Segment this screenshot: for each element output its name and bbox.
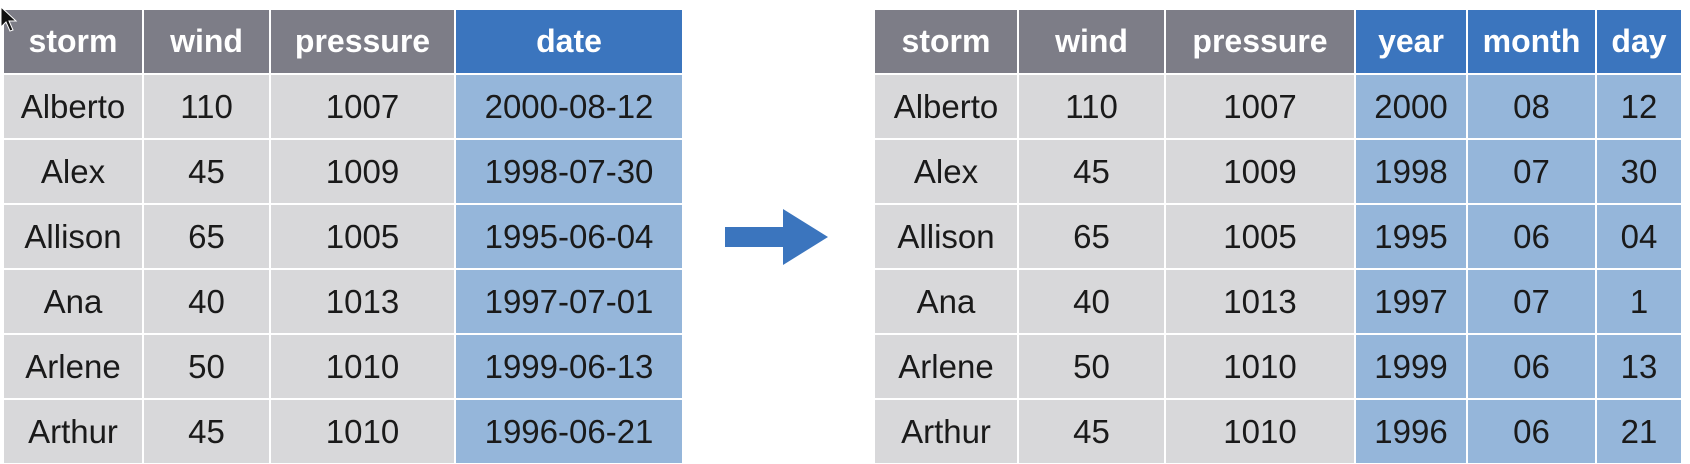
table-cell-day: 04 (1597, 205, 1681, 268)
table-cell-date: 1996-06-21 (456, 400, 682, 463)
table-cell-wind: 45 (144, 400, 269, 463)
table-cell-date: 1999-06-13 (456, 335, 682, 398)
table-cell-wind: 45 (1019, 400, 1164, 463)
table-cell-date: 1997-07-01 (456, 270, 682, 333)
table-cell-wind: 40 (144, 270, 269, 333)
table-cell-day: 21 (1597, 400, 1681, 463)
table-cell-storm: Alberto (875, 75, 1017, 138)
table-cell-day: 12 (1597, 75, 1681, 138)
table-cell-day: 30 (1597, 140, 1681, 203)
table-cell-wind: 110 (1019, 75, 1164, 138)
table-cell-pressure: 1013 (271, 270, 454, 333)
table-cell-year: 1999 (1356, 335, 1466, 398)
table-cell-month: 07 (1468, 270, 1595, 333)
right-arrow-icon (725, 209, 828, 265)
table-cell-pressure: 1010 (271, 335, 454, 398)
table-cell-pressure: 1013 (1166, 270, 1354, 333)
table-cell-wind: 65 (1019, 205, 1164, 268)
column-header-wind: wind (144, 10, 269, 73)
table-cell-year: 1995 (1356, 205, 1466, 268)
column-header-pressure: pressure (1166, 10, 1354, 73)
table-cell-pressure: 1005 (271, 205, 454, 268)
table-cell-date: 1998-07-30 (456, 140, 682, 203)
table-cell-year: 1997 (1356, 270, 1466, 333)
table-cell-month: 07 (1468, 140, 1595, 203)
table-cell-pressure: 1007 (271, 75, 454, 138)
table-cell-day: 13 (1597, 335, 1681, 398)
table-cell-pressure: 1007 (1166, 75, 1354, 138)
table-cell-year: 1996 (1356, 400, 1466, 463)
table-cell-pressure: 1009 (271, 140, 454, 203)
column-header-date: date (456, 10, 682, 73)
table-cell-year: 2000 (1356, 75, 1466, 138)
column-header-storm: storm (875, 10, 1017, 73)
table-cell-wind: 50 (1019, 335, 1164, 398)
table-cell-storm: Alberto (4, 75, 142, 138)
table-cell-pressure: 1005 (1166, 205, 1354, 268)
table-cell-date: 1995-06-04 (456, 205, 682, 268)
column-header-wind: wind (1019, 10, 1164, 73)
table-cell-storm: Arlene (4, 335, 142, 398)
table-cell-storm: Allison (4, 205, 142, 268)
table-cell-wind: 40 (1019, 270, 1164, 333)
source-table: storm wind pressure date Alberto 110 1007 2000-… (4, 10, 682, 463)
table-cell-wind: 45 (144, 140, 269, 203)
table-cell-day: 1 (1597, 270, 1681, 333)
table-cell-year: 1998 (1356, 140, 1466, 203)
column-header-month: month (1468, 10, 1595, 73)
table-cell-month: 06 (1468, 205, 1595, 268)
table-cell-wind: 110 (144, 75, 269, 138)
table-cell-pressure: 1010 (271, 400, 454, 463)
table-cell-pressure: 1010 (1166, 335, 1354, 398)
table-cell-storm: Ana (875, 270, 1017, 333)
table-cell-storm: Alex (4, 140, 142, 203)
table-cell-month: 08 (1468, 75, 1595, 138)
result-table: storm wind pressure year month day Alberto 110 1… (875, 10, 1681, 463)
table-cell-storm: Arlene (875, 335, 1017, 398)
mouse-cursor-icon (0, 6, 18, 32)
table-cell-month: 06 (1468, 400, 1595, 463)
table-cell-storm: Alex (875, 140, 1017, 203)
column-header-day: day (1597, 10, 1681, 73)
column-header-storm: storm (4, 10, 142, 73)
table-cell-storm: Allison (875, 205, 1017, 268)
table-cell-storm: Arthur (4, 400, 142, 463)
table-cell-storm: Arthur (875, 400, 1017, 463)
table-cell-wind: 50 (144, 335, 269, 398)
table-cell-wind: 45 (1019, 140, 1164, 203)
table-cell-pressure: 1010 (1166, 400, 1354, 463)
table-cell-storm: Ana (4, 270, 142, 333)
table-cell-date: 2000-08-12 (456, 75, 682, 138)
column-header-pressure: pressure (271, 10, 454, 73)
table-cell-month: 06 (1468, 335, 1595, 398)
column-header-year: year (1356, 10, 1466, 73)
table-cell-pressure: 1009 (1166, 140, 1354, 203)
table-cell-wind: 65 (144, 205, 269, 268)
